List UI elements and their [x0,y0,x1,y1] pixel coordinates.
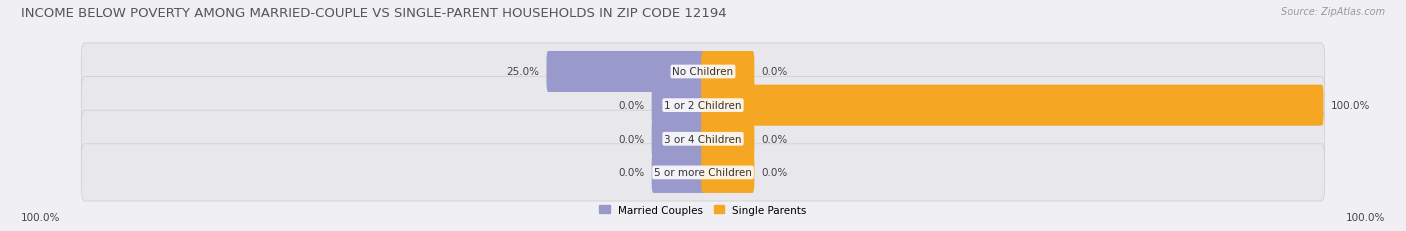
Text: No Children: No Children [672,67,734,77]
Text: 0.0%: 0.0% [619,134,644,144]
FancyBboxPatch shape [702,152,755,193]
Text: 0.0%: 0.0% [619,101,644,111]
Legend: Married Couples, Single Parents: Married Couples, Single Parents [595,201,811,219]
Text: 100.0%: 100.0% [21,212,60,222]
Text: 0.0%: 0.0% [619,168,644,178]
FancyBboxPatch shape [82,111,1324,168]
FancyBboxPatch shape [651,119,704,160]
FancyBboxPatch shape [547,52,704,93]
FancyBboxPatch shape [702,119,755,160]
FancyBboxPatch shape [82,144,1324,201]
Text: 0.0%: 0.0% [762,168,787,178]
Text: INCOME BELOW POVERTY AMONG MARRIED-COUPLE VS SINGLE-PARENT HOUSEHOLDS IN ZIP COD: INCOME BELOW POVERTY AMONG MARRIED-COUPL… [21,7,727,20]
FancyBboxPatch shape [651,85,704,126]
Text: Source: ZipAtlas.com: Source: ZipAtlas.com [1281,7,1385,17]
Text: 100.0%: 100.0% [1331,101,1371,111]
Text: 25.0%: 25.0% [506,67,538,77]
FancyBboxPatch shape [82,77,1324,134]
FancyBboxPatch shape [82,44,1324,101]
Text: 0.0%: 0.0% [762,67,787,77]
FancyBboxPatch shape [702,85,1323,126]
FancyBboxPatch shape [702,52,755,93]
Text: 5 or more Children: 5 or more Children [654,168,752,178]
Text: 1 or 2 Children: 1 or 2 Children [664,101,742,111]
Text: 0.0%: 0.0% [762,134,787,144]
Text: 3 or 4 Children: 3 or 4 Children [664,134,742,144]
FancyBboxPatch shape [651,152,704,193]
Text: 100.0%: 100.0% [1346,212,1385,222]
